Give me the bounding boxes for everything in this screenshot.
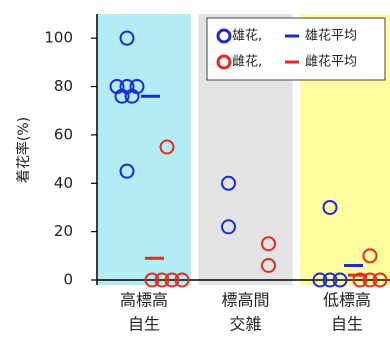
y-tick-label: 20 [54, 222, 73, 240]
y-tick-label: 60 [54, 125, 73, 143]
data-point [372, 272, 388, 288]
x-tick-label: 標高間 [221, 291, 269, 310]
x-tick-label: 自生 [128, 315, 160, 334]
data-point [144, 272, 160, 288]
y-axis-label: 着花率(%) [15, 117, 32, 183]
data-point [159, 139, 175, 155]
data-point [221, 219, 236, 235]
data-point [322, 199, 338, 215]
data-point [261, 236, 276, 252]
data-point [124, 88, 140, 104]
legend-label: 雌花, [232, 54, 262, 70]
data-point [164, 272, 180, 288]
legend-label: 雄花平均 [305, 28, 357, 44]
data-point [174, 272, 190, 288]
y-tick-label: 80 [54, 77, 73, 95]
data-point [221, 175, 236, 191]
x-tick-label: 交雑 [229, 315, 261, 334]
data-point [114, 88, 130, 104]
y-tick-label: 0 [63, 271, 73, 289]
x-tick-label: 高標高 [120, 291, 168, 310]
data-point [332, 272, 348, 288]
data-point [261, 257, 276, 273]
legend-label: 雄花, [232, 28, 262, 44]
legend-label: 雌花平均 [305, 54, 357, 70]
legend-box [206, 17, 386, 81]
category-band [97, 14, 191, 285]
data-point [352, 272, 368, 288]
data-point [312, 272, 328, 288]
legend-marker [216, 28, 232, 44]
data-point [362, 272, 378, 288]
data-point [362, 248, 378, 264]
data-point [119, 163, 135, 179]
data-point [119, 30, 135, 46]
y-tick-label: 40 [54, 174, 73, 192]
y-tick-label: 100 [44, 29, 73, 47]
data-point [322, 272, 338, 288]
data-point [154, 272, 170, 288]
x-tick-label: 低標高 [323, 291, 371, 310]
x-tick-label: 自生 [331, 315, 363, 334]
legend-marker [216, 54, 232, 70]
